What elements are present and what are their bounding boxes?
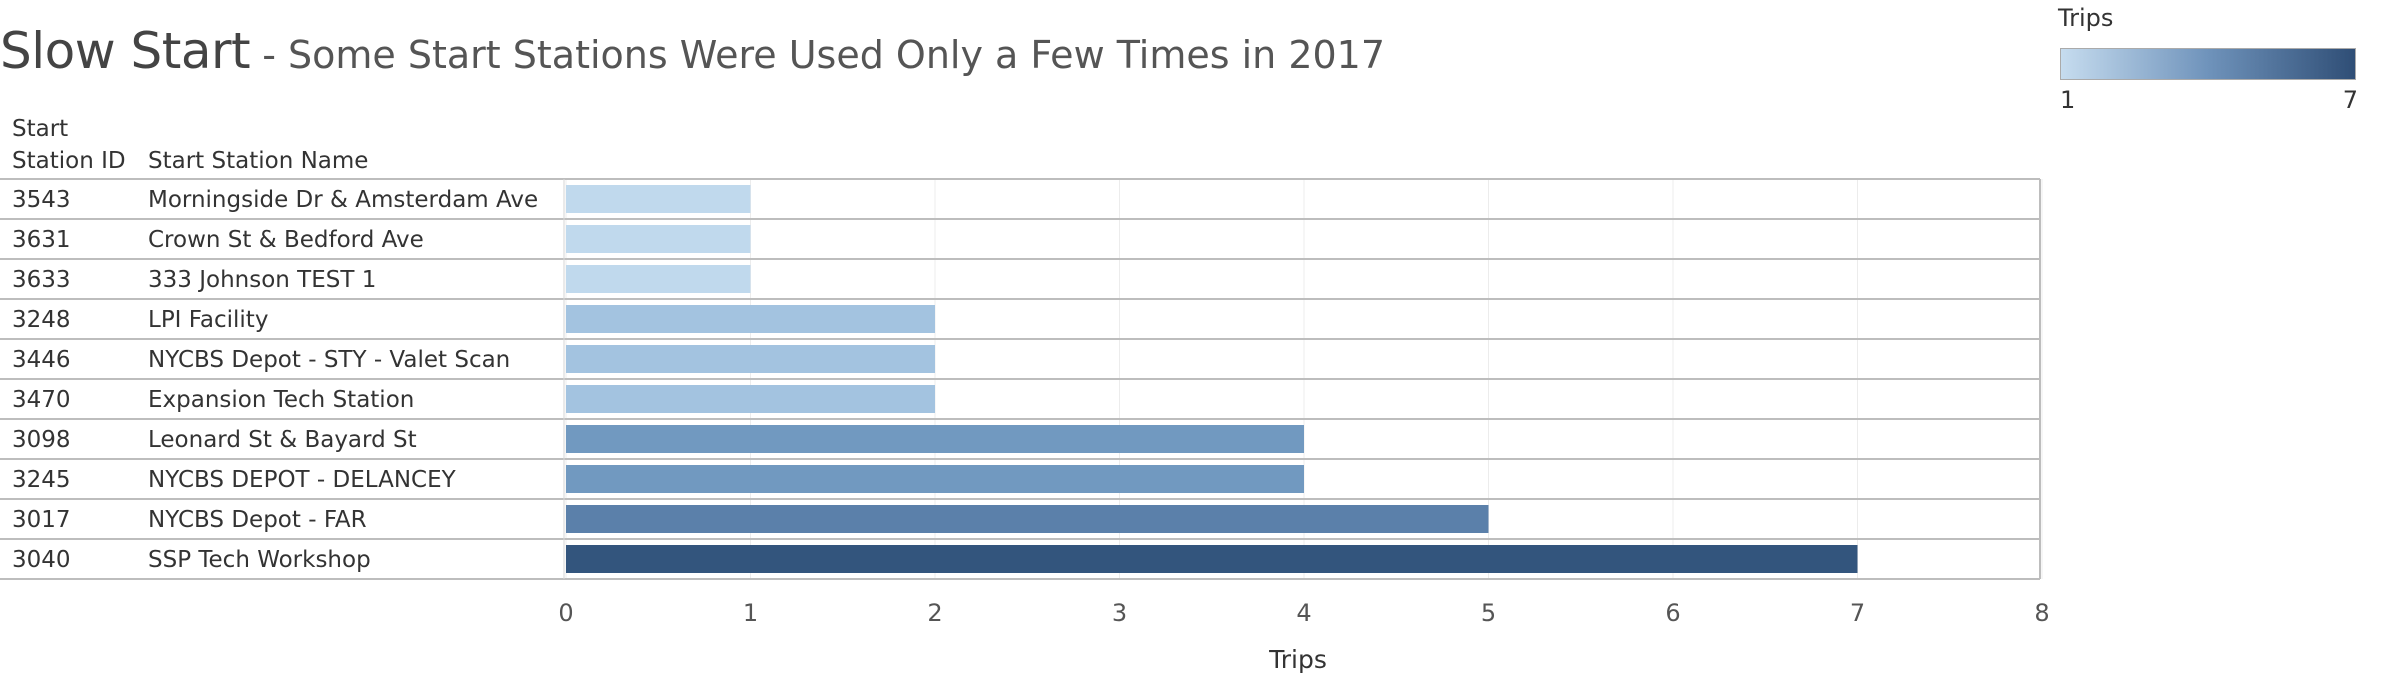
x-tick-label: 6 — [1665, 599, 1680, 627]
station-id-label: 3245 — [12, 467, 71, 493]
station-id-label: 3040 — [12, 547, 71, 573]
bar — [566, 505, 1489, 533]
bars — [566, 185, 1858, 573]
bar — [566, 265, 751, 293]
legend-max-label: 7 — [2342, 86, 2358, 114]
table-rows: 3543 Morningside Dr & Amsterdam Ave 3631 Cr… — [0, 178, 2041, 580]
bar — [566, 545, 1858, 573]
bar — [566, 385, 935, 413]
station-name-label: NYCBS Depot - FAR — [148, 507, 367, 533]
bar — [566, 345, 935, 373]
bar — [566, 425, 1304, 453]
x-tick-label: 0 — [558, 599, 573, 627]
row-headers: Start Station ID Start Station Name — [12, 116, 368, 174]
title-main: Slow Start — [0, 22, 251, 80]
station-name-label: Morningside Dr & Amsterdam Ave — [148, 187, 538, 213]
station-name-label: Leonard St & Bayard St — [148, 427, 417, 453]
station-name-label: 333 Johnson TEST 1 — [148, 267, 376, 293]
title-separator: - — [250, 33, 289, 77]
x-axis-label: Trips — [1268, 645, 1327, 674]
legend-color-ramp — [2060, 48, 2356, 80]
station-name-label: NYCBS DEPOT - DELANCEY — [148, 467, 457, 493]
station-id-label: 3017 — [12, 507, 71, 533]
station-name-label: Crown St & Bedford Ave — [148, 227, 424, 253]
color-legend: Trips 1 7 — [2058, 4, 2358, 114]
x-tick-label: 5 — [1481, 599, 1496, 627]
x-axis-ticks: 0 1 2 3 4 5 6 7 8 — [558, 599, 2049, 627]
station-id-label: 3098 — [12, 427, 71, 453]
x-tick-label: 8 — [2034, 599, 2049, 627]
bar — [566, 185, 751, 213]
legend-title: Trips — [2058, 4, 2114, 32]
header-station-name: Start Station Name — [148, 148, 368, 174]
station-name-label: NYCBS Depot - STY - Valet Scan — [148, 347, 510, 373]
bar — [566, 305, 935, 333]
x-tick-label: 7 — [1850, 599, 1865, 627]
x-tick-label: 3 — [1112, 599, 1127, 627]
chart-title: Slow Start - Some Start Stations Were Us… — [0, 22, 1385, 80]
station-name-label: SSP Tech Workshop — [148, 547, 371, 573]
legend-min-label: 1 — [2060, 86, 2076, 114]
station-id-label: 3631 — [12, 227, 71, 253]
station-id-label: 3633 — [12, 267, 71, 293]
bar — [566, 225, 751, 253]
x-tick-label: 2 — [927, 599, 942, 627]
title-subtitle: Some Start Stations Were Used Only a Few… — [288, 33, 1386, 77]
header-station-id-line2: Station ID — [12, 148, 126, 174]
x-tick-label: 4 — [1296, 599, 1311, 627]
station-name-label: Expansion Tech Station — [148, 387, 414, 413]
x-tick-label: 1 — [743, 599, 758, 627]
station-id-label: 3543 — [12, 187, 71, 213]
station-id-label: 3470 — [12, 387, 71, 413]
header-station-id-line1: Start — [12, 116, 68, 142]
station-name-label: LPI Facility — [148, 307, 268, 333]
station-id-label: 3248 — [12, 307, 71, 333]
station-id-label: 3446 — [12, 347, 71, 373]
bar — [566, 465, 1304, 493]
